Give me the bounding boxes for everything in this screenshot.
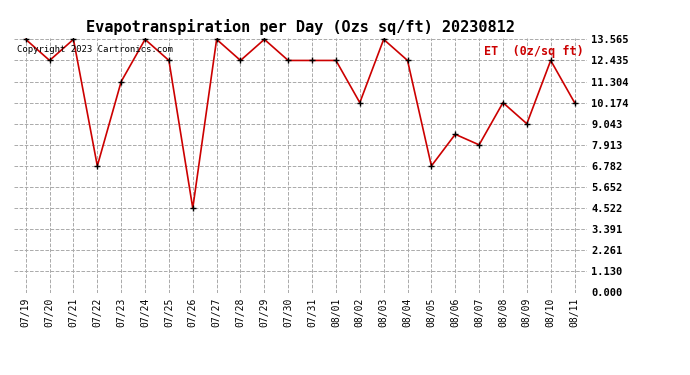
Text: Copyright 2023 Cartronics.com: Copyright 2023 Cartronics.com <box>17 45 172 54</box>
Text: ET  (0z/sq ft): ET (0z/sq ft) <box>484 45 584 58</box>
Title: Evapotranspiration per Day (Ozs sq/ft) 20230812: Evapotranspiration per Day (Ozs sq/ft) 2… <box>86 19 515 35</box>
